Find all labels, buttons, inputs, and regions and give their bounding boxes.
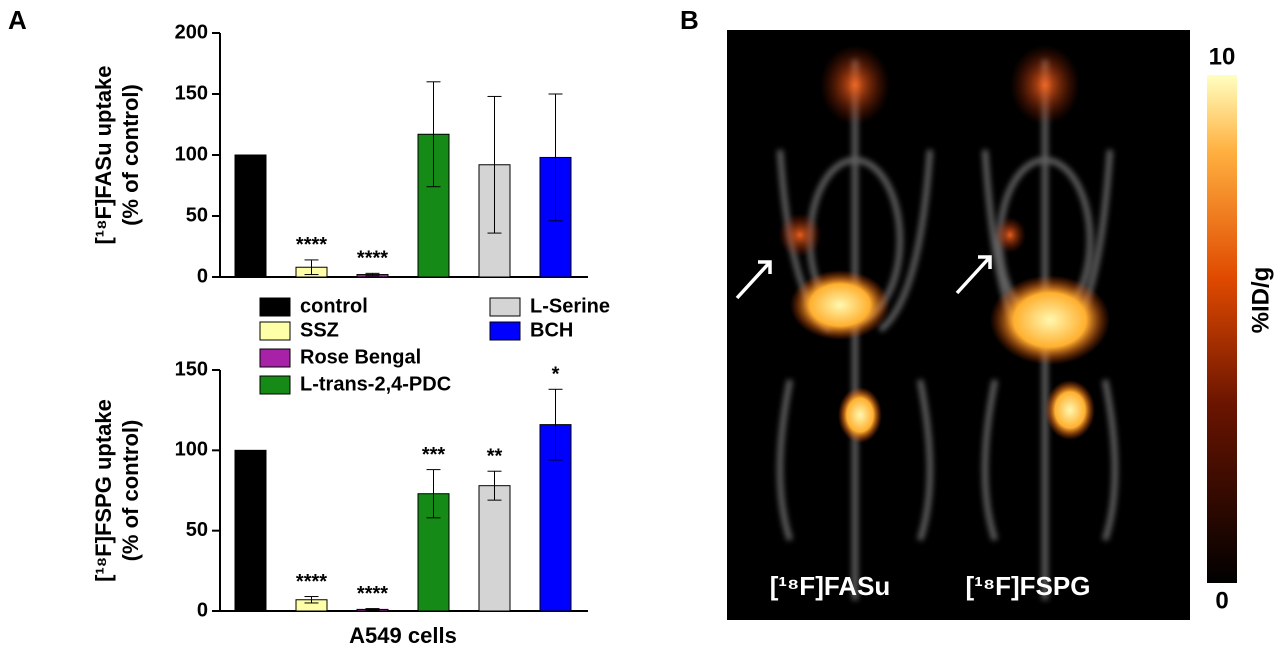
uptake-bladder <box>1045 380 1095 440</box>
legend-swatch <box>489 297 521 317</box>
bar <box>478 485 511 612</box>
arrow <box>955 255 992 295</box>
significance-label: * <box>552 364 560 386</box>
legend-swatch <box>489 321 521 341</box>
image-background <box>727 30 1190 620</box>
uptake-organ <box>990 275 1110 365</box>
colorbar <box>1207 75 1237 583</box>
y-tick-label: 150 <box>175 358 208 380</box>
colorbar-label: %ID/g <box>1247 267 1274 334</box>
uptake-organ <box>790 270 890 340</box>
x-axis-label: A549 cells <box>349 623 457 648</box>
y-tick-label: 0 <box>197 599 208 621</box>
bar <box>234 449 267 612</box>
significance-label: **** <box>296 234 327 256</box>
legend-label: L-Serine <box>530 295 610 317</box>
arrow <box>735 260 772 300</box>
significance-label: ** <box>487 446 503 468</box>
y-axis-label: [¹⁸F]FSPG uptake <box>91 399 116 582</box>
significance-label: **** <box>357 248 388 270</box>
y-tick-label: 0 <box>197 265 208 287</box>
pet-image: [¹⁸F]FASu [¹⁸F]FSPG <box>727 30 1190 620</box>
image-label: [¹⁸F]FASu <box>770 571 891 601</box>
y-tick-label: 200 <box>175 21 208 43</box>
legend-label: SSZ <box>300 319 339 341</box>
legend-label: Rose Bengal <box>300 346 421 368</box>
panel-label: B <box>680 5 699 35</box>
image-label: [¹⁸F]FSPG <box>966 571 1091 601</box>
tumor <box>778 213 822 257</box>
legend-label: BCH <box>530 319 573 341</box>
legend-swatch <box>259 348 291 368</box>
legend-label: L-trans-2,4-PDC <box>300 373 451 395</box>
y-tick-label: 50 <box>186 204 208 226</box>
y-tick-label: 100 <box>175 439 208 461</box>
y-tick-label: 50 <box>186 519 208 541</box>
uptake-bladder <box>838 387 882 443</box>
y-tick-label: 100 <box>175 143 208 165</box>
legend-label: control <box>300 295 368 317</box>
y-axis-label: (% of control) <box>118 420 143 562</box>
bar <box>234 154 267 278</box>
legend-swatch <box>259 375 291 395</box>
colorbar-max: 10 <box>1209 43 1236 70</box>
y-axis-label: [¹⁸F]FASu uptake <box>91 65 116 244</box>
legend-swatch <box>259 297 291 317</box>
significance-label: *** <box>422 444 446 466</box>
legend-swatch <box>259 321 291 341</box>
uptake-head <box>1010 45 1080 125</box>
uptake-head <box>820 45 890 125</box>
significance-label: **** <box>296 571 327 593</box>
colorbar-min: 0 <box>1215 587 1228 614</box>
tumor <box>994 217 1026 253</box>
significance-label: **** <box>357 583 388 605</box>
panel-label: A <box>8 5 27 35</box>
y-tick-label: 150 <box>175 82 208 104</box>
y-axis-label: (% of control) <box>118 84 143 226</box>
